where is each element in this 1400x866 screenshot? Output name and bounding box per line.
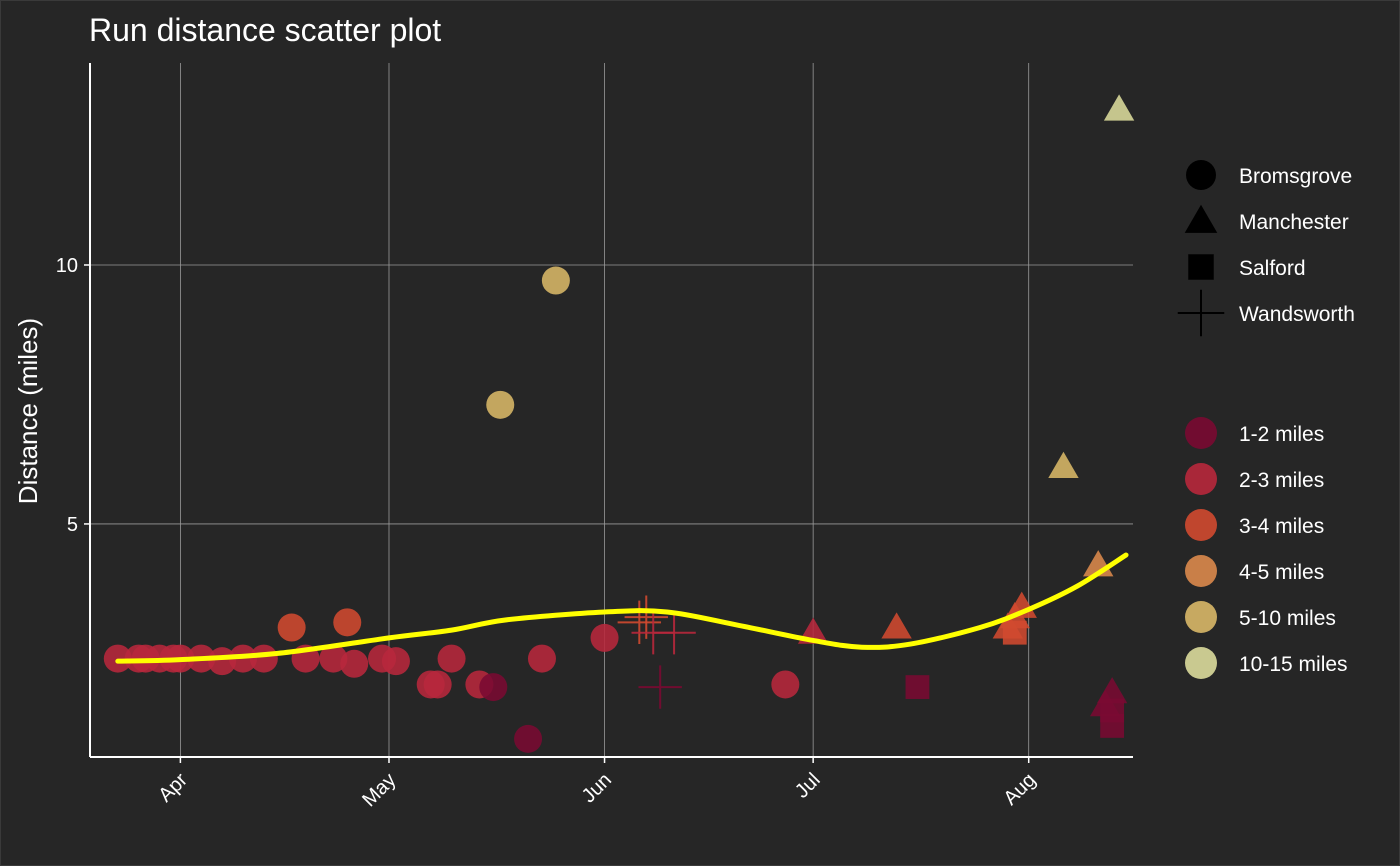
data-point: [437, 644, 466, 673]
shape-legend-label: Manchester: [1239, 211, 1349, 234]
data-point: [208, 647, 237, 676]
color-legend-label: 3-4 miles: [1239, 515, 1324, 538]
chart-title: Run distance scatter plot: [89, 12, 441, 48]
legend-swatch: [1185, 601, 1217, 633]
color-legend-label: 1-2 miles: [1239, 423, 1324, 446]
data-point: [590, 623, 619, 652]
color-legend-label: 5-10 miles: [1239, 607, 1336, 630]
color-legend-label: 10-15 miles: [1239, 653, 1348, 676]
data-point: [486, 390, 515, 419]
color-legend-label: 4-5 miles: [1239, 561, 1324, 584]
data-point: [1100, 714, 1125, 738]
data-point: [652, 611, 696, 655]
data-point: [771, 670, 800, 699]
x-tick-label: Aug: [1000, 769, 1041, 810]
legend-swatch: [1185, 555, 1217, 587]
legend-swatch: [1185, 647, 1217, 679]
x-tick-label: Jul: [791, 769, 825, 803]
data-point: [1002, 620, 1027, 645]
legend-cross-icon: [1177, 289, 1225, 337]
data-point: [333, 608, 362, 637]
legend-swatch: [1185, 509, 1217, 541]
trend-line: [115, 552, 1129, 664]
y-tick-labels: 5 10: [56, 255, 90, 536]
data-point: [479, 673, 508, 702]
legend-square-icon: [1188, 254, 1214, 280]
data-point: [638, 665, 682, 709]
shape-legend-label: Wandsworth: [1239, 303, 1355, 326]
y-axis-title: Distance (miles): [13, 318, 43, 504]
data-point: [617, 600, 662, 645]
legend-swatch: [1185, 417, 1217, 449]
legend-triangle-icon: [1184, 204, 1218, 233]
color-legend-label: 2-3 miles: [1239, 469, 1324, 492]
data-point: [1096, 677, 1128, 704]
x-tick-label: May: [358, 769, 400, 811]
data-point: [527, 644, 556, 673]
data-point: [905, 675, 930, 699]
x-tick-label: Jun: [578, 769, 616, 807]
data-point: [340, 649, 369, 678]
shape-legend-label: Salford: [1239, 257, 1306, 280]
data-point: [541, 266, 570, 295]
x-tick-label: Apr: [154, 769, 192, 807]
y-gridlines: [90, 264, 1133, 525]
data-point: [514, 724, 543, 753]
data-point: [249, 644, 278, 673]
data-point: [1048, 451, 1079, 478]
data-point: [381, 647, 410, 676]
legend-swatch: [1185, 463, 1217, 495]
x-tick-labels: Apr May Jun Jul Aug: [154, 757, 1040, 811]
legend-circle-icon: [1186, 160, 1216, 190]
data-point: [881, 612, 912, 639]
data-point: [423, 670, 452, 699]
data-point: [277, 613, 306, 642]
color-legend: 1-2 miles 2-3 miles 3-4 miles 4-5 miles 5-10…: [1185, 417, 1348, 679]
data-point: [1103, 94, 1135, 121]
data-point: [103, 644, 132, 673]
axes: [89, 63, 1133, 758]
shape-legend-label: Bromsgrove: [1239, 165, 1352, 188]
y-tick-label: 5: [67, 514, 78, 536]
shape-legend: Bromsgrove Manchester Salford Wandsworth: [1177, 160, 1355, 337]
y-tick-label: 10: [56, 255, 78, 277]
data-point: [624, 595, 668, 639]
